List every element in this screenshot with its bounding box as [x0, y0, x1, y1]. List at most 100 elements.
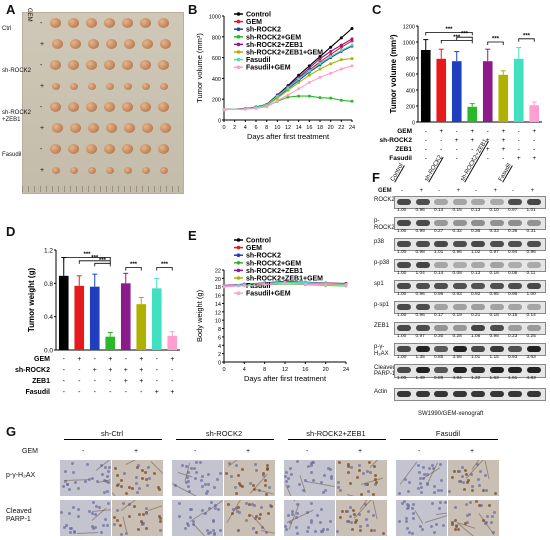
y-tick-label: 20: [215, 277, 221, 283]
blot-band: [415, 304, 430, 310]
tumor-sample: [158, 18, 169, 28]
blot-quant-value: 1.04: [415, 271, 425, 276]
blot-band: [434, 325, 448, 331]
bar: [58, 275, 69, 350]
y-tick-label: 1000: [209, 15, 221, 21]
ihc-image: [336, 500, 387, 536]
data-point: [297, 81, 301, 85]
condition-sign: -: [487, 155, 489, 162]
blot-band: [415, 325, 430, 331]
blot-row-label: ZEB1: [374, 323, 390, 329]
ihc-cell: [102, 523, 106, 527]
blot-quant-value: 0.08: [508, 271, 518, 276]
ihc-row-label: Cleaved: [6, 508, 32, 515]
ihc-cell: [408, 531, 412, 535]
ihc-image: [112, 500, 163, 536]
ihc-cell: [286, 477, 290, 481]
ihc-cell: [404, 517, 408, 521]
ihc-cell: [312, 460, 316, 464]
ihc-cell: [241, 485, 245, 489]
ihc-cell: [434, 523, 438, 527]
blot-band: [434, 220, 448, 226]
tumor-sample: [142, 123, 153, 133]
ihc-tissue-line: [261, 529, 275, 535]
blot-quant-value: 1.02: [471, 250, 481, 255]
ihc-cell: [348, 481, 352, 485]
y-tick-label: 0.0: [44, 348, 53, 355]
ihc-cell: [367, 510, 371, 514]
ihc-cell: [186, 475, 190, 479]
ihc-cell: [418, 471, 422, 475]
data-point: [318, 96, 322, 100]
condition-sign: -: [78, 389, 81, 396]
ihc-cell: [327, 467, 331, 470]
ihc-cell: [264, 531, 268, 535]
ihc-cell: [115, 484, 119, 488]
photo-sign: -: [40, 104, 43, 111]
bar: [420, 50, 431, 122]
ihc-cell: [408, 480, 412, 484]
blot-band: [471, 304, 485, 310]
x-tick-label: 24: [349, 125, 355, 131]
blot-band: [452, 199, 467, 205]
ihc-cell: [479, 470, 483, 474]
blot-quant-value: 0.23: [508, 334, 518, 339]
y-tick-label: 800: [406, 57, 415, 63]
condition-row-label: ZEB1: [32, 378, 50, 385]
tumor-sample: [50, 144, 61, 154]
legend-label: sh-ROCK2+GEM: [246, 34, 301, 41]
legend-marker: [236, 42, 241, 47]
x-tick-label: 4: [244, 125, 247, 131]
ihc-cell: [252, 503, 256, 507]
ihc-cell: [124, 532, 128, 536]
condition-sign: +: [170, 356, 174, 363]
ihc-cell: [313, 530, 317, 534]
x-tick-label: 2: [233, 125, 236, 131]
ihc-cell: [136, 490, 140, 494]
ihc-cell: [201, 475, 205, 479]
photo-sign: -: [40, 20, 43, 27]
ihc-cell: [412, 517, 416, 521]
blot-quant-value: 0.96: [452, 250, 462, 255]
ihc-cell: [451, 520, 455, 524]
ihc-cell: [336, 481, 340, 485]
condition-sign: -: [533, 137, 535, 144]
ihc-cell: [265, 463, 269, 467]
ihc-cell: [458, 470, 462, 474]
ihc-cell: [306, 529, 310, 533]
panel-label-a: A: [6, 2, 16, 17]
ihc-cell: [138, 512, 142, 516]
ihc-cell: [234, 485, 238, 489]
condition-row-label: sh-ROCK2: [15, 367, 50, 374]
ihc-cell: [290, 513, 294, 517]
ihc-image: [396, 460, 447, 496]
ihc-cell: [455, 525, 459, 529]
ihc-cell: [349, 514, 353, 518]
blot-lane-box: [394, 196, 546, 209]
y-tick-label: 4: [218, 344, 221, 350]
tumor-sample: [104, 144, 115, 154]
ihc-cell: [237, 505, 241, 509]
ihc-cell: [76, 515, 80, 519]
significance-label: ***: [445, 27, 453, 33]
ihc-cell: [186, 523, 190, 527]
ihc-cell: [186, 522, 190, 526]
significance-bracket: [440, 40, 473, 44]
ihc-cell: [236, 529, 240, 533]
ihc-cell: [244, 518, 248, 522]
ihc-tissue-line: [293, 500, 303, 503]
ihc-tissue-line: [360, 477, 384, 485]
ihc-cell: [286, 485, 290, 489]
data-point: [307, 94, 311, 98]
ihc-cell: [429, 524, 433, 528]
ihc-cell: [83, 480, 87, 484]
ihc-gem-label: GEM: [22, 448, 38, 455]
ihc-cell: [257, 517, 261, 521]
blot-band: [397, 220, 411, 226]
ihc-cell: [360, 492, 364, 496]
blot-band: [508, 220, 522, 226]
blot-band: [471, 367, 485, 373]
data-point: [350, 99, 354, 103]
x-tick-label: 6: [254, 125, 257, 131]
